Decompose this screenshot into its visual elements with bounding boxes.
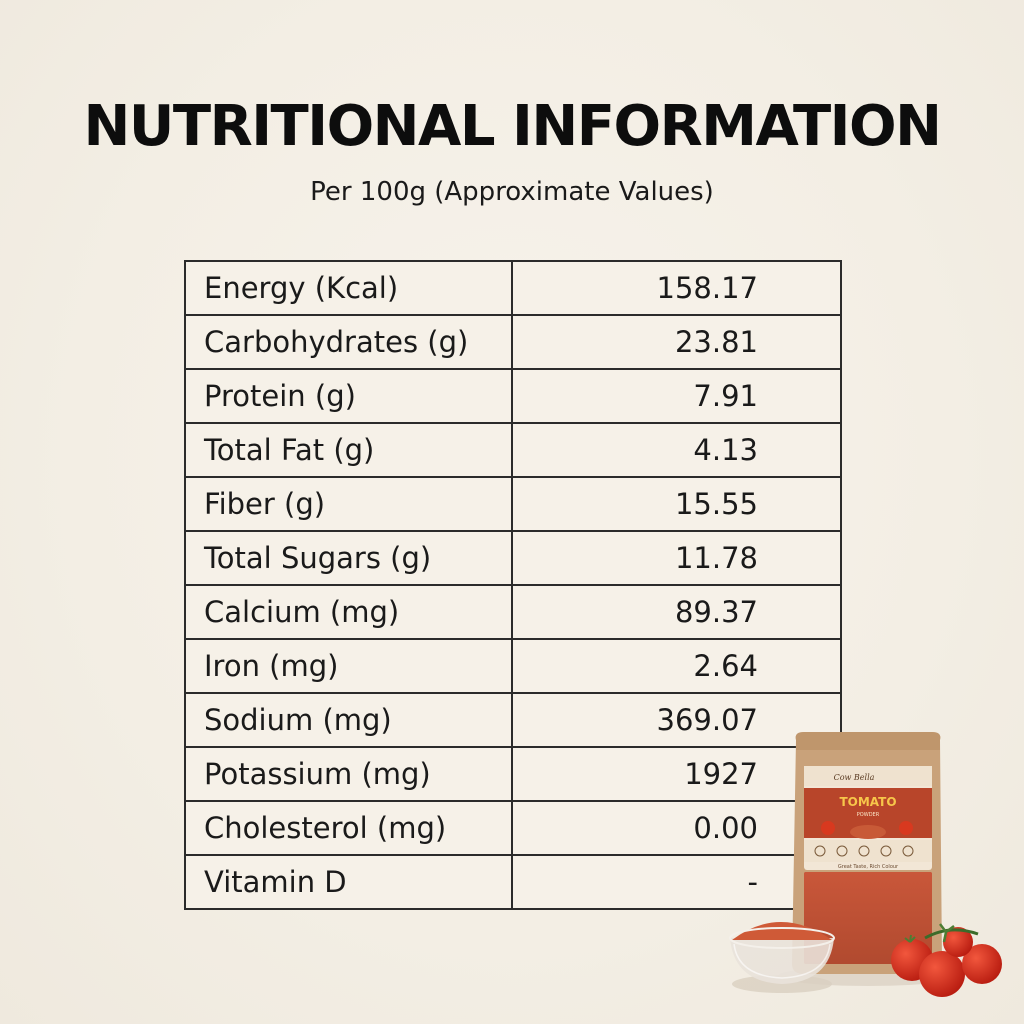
- product-brand: Cow Bella: [834, 773, 875, 782]
- table-row: Total Sugars (g) 11.78: [184, 530, 842, 586]
- nutrient-label: Total Fat (g): [184, 422, 513, 478]
- nutrient-value: 89.37: [511, 584, 842, 640]
- table-row: Energy (Kcal) 158.17: [184, 260, 842, 316]
- table-row: Potassium (mg) 1927: [184, 746, 842, 802]
- nutrient-value: 369.07: [511, 692, 842, 748]
- cherry-tomatoes: [891, 923, 1002, 997]
- table-row: Iron (mg) 2.64: [184, 638, 842, 694]
- nutrient-label: Cholesterol (mg): [184, 800, 513, 856]
- nutrition-table: Energy (Kcal) 158.17 Carbohydrates (g) 2…: [184, 260, 842, 910]
- nutrient-label: Fiber (g): [184, 476, 513, 532]
- product-pouch: Cow Bella TOMATO POWDER Great Taste, Ric…: [792, 732, 942, 974]
- nutrient-value: 4.13: [511, 422, 842, 478]
- nutrient-label: Sodium (mg): [184, 692, 513, 748]
- page-subtitle: Per 100g (Approximate Values): [310, 177, 714, 207]
- product-tagline: Great Taste, Rich Colour: [838, 864, 899, 870]
- nutrient-label: Potassium (mg): [184, 746, 513, 802]
- table-row: Total Fat (g) 4.13: [184, 422, 842, 478]
- nutrient-value: 11.78: [511, 530, 842, 586]
- nutrient-value: 7.91: [511, 368, 842, 424]
- nutrient-value: 0.00: [511, 800, 842, 856]
- nutrient-label: Carbohydrates (g): [184, 314, 513, 370]
- nutrient-value: 158.17: [511, 260, 842, 316]
- product-name: TOMATO: [839, 795, 896, 809]
- table-row: Sodium (mg) 369.07: [184, 692, 842, 748]
- nutrient-value: 15.55: [511, 476, 842, 532]
- nutrient-label: Energy (Kcal): [184, 260, 513, 316]
- page-title: NUTRITIONAL INFORMATION: [83, 94, 942, 159]
- nutrient-label: Iron (mg): [184, 638, 513, 694]
- nutrient-label: Protein (g): [184, 368, 513, 424]
- product-illustration: Cow Bella TOMATO POWDER Great Taste, Ric…: [729, 732, 1002, 997]
- nutrient-label: Total Sugars (g): [184, 530, 513, 586]
- table-row: Protein (g) 7.91: [184, 368, 842, 424]
- nutrient-value: 2.64: [511, 638, 842, 694]
- nutrient-value: 1927: [511, 746, 842, 802]
- powder-bowl: [729, 922, 835, 993]
- nutrient-value: -: [511, 854, 842, 910]
- nutrient-label: Vitamin D: [184, 854, 513, 910]
- nutrient-value: 23.81: [511, 314, 842, 370]
- table-row: Cholesterol (mg) 0.00: [184, 800, 842, 856]
- table-row: Vitamin D -: [184, 854, 842, 910]
- table-row: Calcium (mg) 89.37: [184, 584, 842, 640]
- table-row: Fiber (g) 15.55: [184, 476, 842, 532]
- nutrient-label: Calcium (mg): [184, 584, 513, 640]
- table-row: Carbohydrates (g) 23.81: [184, 314, 842, 370]
- product-subname: POWDER: [857, 812, 880, 818]
